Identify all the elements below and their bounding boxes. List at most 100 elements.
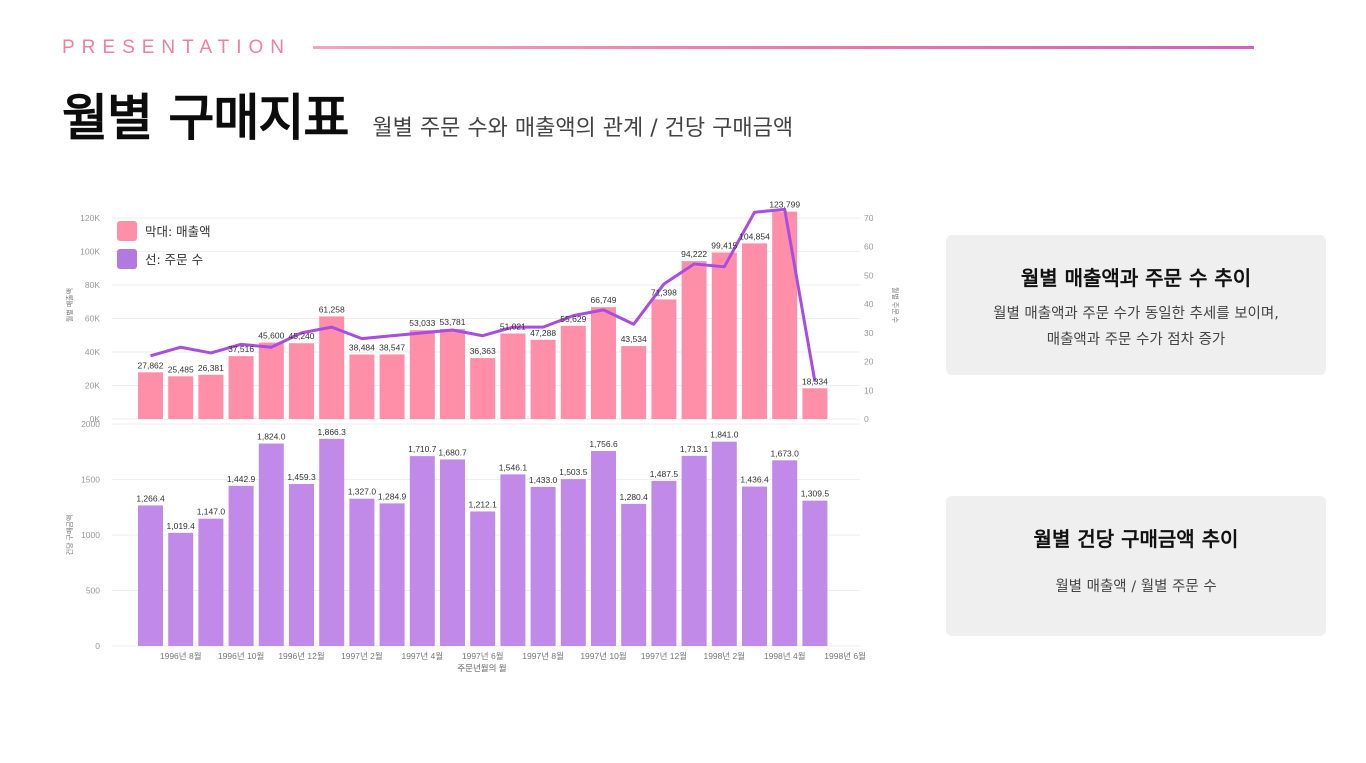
y-tick-label: 1500	[81, 475, 100, 485]
avg-data-label: 1,824.0	[257, 432, 286, 442]
legend-label-orders: 선: 주문 수	[145, 252, 203, 267]
avg-purchase-bar	[440, 459, 465, 646]
sales-data-label: 45,600	[258, 331, 284, 341]
y-tick-label: 0K	[90, 414, 101, 424]
avg-data-label: 1,436.4	[740, 475, 769, 485]
sales-data-label: 53,033	[409, 318, 435, 328]
x-tick-label: 1998년 2월	[703, 651, 745, 661]
card-title: 월별 매출액과 주문 수 추이	[1020, 266, 1252, 290]
sales-data-label: 55,629	[560, 314, 586, 324]
y2-tick-label: 60	[864, 242, 874, 252]
avg-purchase-bar	[742, 486, 767, 646]
page-subtitle: 월별 주문 수와 매출액의 관계 / 건당 구매금액	[372, 116, 794, 141]
eyebrow-label: PRESENTATION	[62, 37, 291, 58]
avg-purchase-bar	[470, 511, 496, 646]
avg-purchase-bar	[349, 498, 375, 646]
sales-data-label: 94,222	[681, 249, 707, 259]
sales-bar	[591, 307, 616, 419]
y-tick-label: 40K	[85, 347, 100, 357]
avg-data-label: 1,327.0	[348, 487, 377, 497]
orders-line	[150, 207, 817, 382]
x-tick-label: 1998년 6월	[824, 651, 866, 661]
x-tick-label: 1996년 12월	[278, 651, 324, 661]
sales-bar	[319, 316, 345, 419]
sales-bar	[379, 354, 405, 419]
avg-purchase-bar	[651, 480, 677, 646]
sales-data-label: 38,484	[349, 343, 375, 353]
x-tick-label: 1996년 8월	[160, 651, 202, 661]
avg-purchase-bar	[379, 503, 405, 646]
sales-data-label: 26,381	[198, 363, 224, 373]
avg-data-label: 1,487.5	[650, 469, 679, 479]
sales-bar	[500, 333, 526, 419]
sales-bar	[621, 346, 647, 419]
avg-purchase-bar	[500, 474, 526, 646]
avg-purchase-bar	[621, 503, 647, 646]
avg-purchase-bar	[258, 443, 284, 646]
title-row: 월별 구매지표 월별 주문 수와 매출액의 관계 / 건당 구매금액	[62, 78, 793, 150]
avg-data-label: 1,866.3	[318, 427, 347, 437]
y-tick-label: 500	[86, 586, 100, 596]
sales-bar	[470, 358, 496, 419]
x-tick-label: 1997년 10월	[580, 651, 626, 661]
sales-data-label: 53,781	[440, 317, 466, 327]
sales-bar	[198, 374, 224, 419]
card-title: 월별 건당 구매금액 추이	[1033, 527, 1239, 551]
sales-data-label: 43,534	[621, 334, 647, 344]
sales-data-label: 61,258	[319, 304, 345, 314]
sales-data-label: 99,415	[711, 240, 737, 250]
y2-tick-label: 50	[864, 270, 874, 280]
sales-data-label: 47,288	[530, 328, 556, 338]
sales-bar	[349, 354, 375, 419]
sales-data-label: 27,862	[138, 360, 164, 370]
avg-data-label: 1,280.4	[620, 492, 649, 502]
avg-purchase-bar	[681, 455, 707, 646]
sales-bar	[168, 376, 194, 419]
avg-data-label: 1,284.9	[378, 491, 407, 501]
sales-data-label: 18,334	[802, 376, 828, 386]
y-tick-label: 2000	[81, 419, 100, 429]
legend-swatch-sales	[117, 221, 137, 241]
sales-data-label: 71,398	[651, 287, 677, 297]
y2-tick-label: 10	[864, 385, 874, 395]
sales-bar	[289, 343, 314, 419]
avg-purchase-bar	[772, 460, 798, 646]
x-tick-label: 1998년 4월	[764, 651, 806, 661]
y2-tick-label: 30	[864, 328, 874, 338]
sales-bar	[409, 330, 435, 419]
avg-data-label: 1,266.4	[136, 493, 165, 503]
sales-data-label: 104,854	[739, 231, 770, 241]
avg-purchase-bar	[289, 484, 314, 646]
sales-bar	[138, 372, 163, 419]
sales-bar	[560, 325, 586, 419]
x-axis-label: 주문년월의 월	[457, 663, 506, 673]
avg-data-label: 1,019.4	[167, 521, 196, 531]
avg-data-label: 1,433.0	[529, 475, 558, 485]
avg-data-label: 1,680.7	[438, 447, 467, 457]
avg-data-label: 1,546.1	[499, 462, 528, 472]
avg-data-label: 1,212.1	[469, 499, 498, 509]
y2-tick-label: 70	[864, 213, 874, 223]
sales-data-label: 38,547	[379, 342, 405, 352]
sales-data-label: 51,021	[500, 322, 526, 332]
card-body: 월별 매출액 / 월별 주문 수	[1055, 579, 1217, 595]
y-tick-label: 80K	[85, 280, 100, 290]
y2-axis-label: 월별 주문 수	[891, 287, 900, 324]
x-tick-label: 1996년 10월	[218, 651, 264, 661]
x-tick-label: 1997년 12월	[641, 651, 687, 661]
y-tick-label: 60K	[85, 314, 100, 324]
y-tick-label: 20K	[85, 381, 100, 391]
avg-data-label: 1,713.1	[680, 444, 709, 454]
legend-label-sales: 막대: 매출액	[145, 224, 211, 239]
sales-data-label: 66,749	[591, 295, 617, 305]
y-tick-label: 0	[95, 641, 100, 651]
y-tick-label: 120K	[80, 213, 100, 223]
avg-purchase-bar	[228, 485, 254, 646]
avg-data-label: 1,459.3	[287, 472, 316, 482]
sales-data-label: 36,363	[470, 346, 496, 356]
avg-purchase-bar	[591, 451, 616, 646]
sales-bar	[228, 356, 254, 419]
page-title: 월별 구매지표	[62, 89, 349, 147]
sales-data-label: 123,799	[769, 200, 800, 210]
